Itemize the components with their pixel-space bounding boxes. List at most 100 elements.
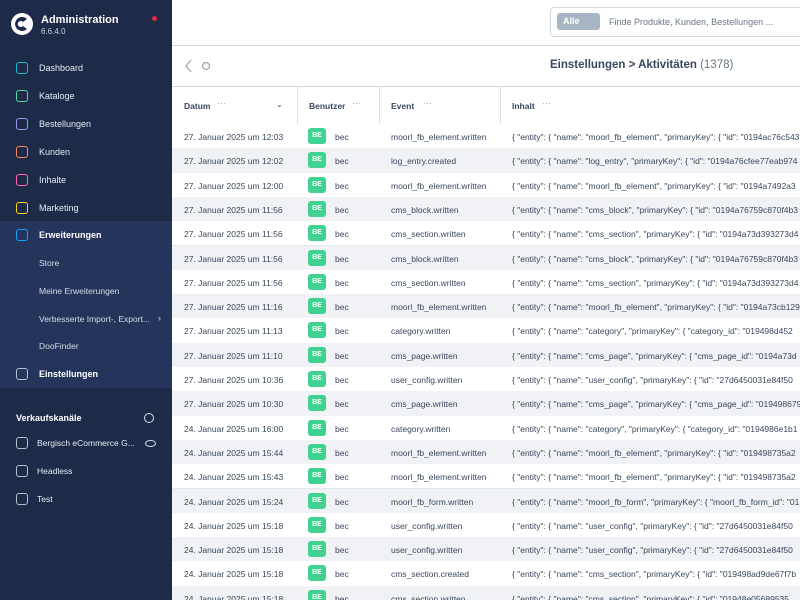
column-header[interactable]: Benutzer [309, 101, 346, 111]
sales-channel[interactable]: Bergisch eCommerce G... [37, 438, 135, 448]
cell-content: { "entity": { "name": "cms_section", "pr… [512, 569, 797, 580]
cell-user: bec [335, 180, 349, 191]
sort-icon[interactable]: ⌄ [276, 100, 283, 109]
table-row[interactable] [172, 221, 800, 247]
menu-icon [16, 202, 28, 214]
menu-item[interactable]: Erweiterungen [39, 230, 102, 240]
user-badge: BE [308, 249, 326, 266]
search-box[interactable] [550, 7, 800, 37]
cell-date: 27. Januar 2025 um 11:56 [184, 253, 283, 264]
user-badge: BE [308, 419, 326, 436]
search-placeholder: Finde Produkte, Kunden, Bestellungen ... [609, 17, 774, 27]
table-row[interactable] [172, 512, 800, 539]
table-header [172, 87, 800, 125]
menu-item[interactable]: Marketing [39, 203, 79, 213]
cell-event: cms_block.written [391, 204, 459, 215]
cell-content: { "entity": { "name": "user_config", "pr… [512, 520, 793, 531]
submenu-item[interactable]: Verbesserte Import-, Export... [39, 314, 151, 324]
user-badge: BE [308, 589, 326, 600]
page-header: Einstellungen > Aktivitäten (1378) [172, 46, 800, 87]
submenu-item[interactable]: Meine Erweiterungen [39, 286, 120, 296]
cell-user: bec [335, 253, 349, 264]
cell-content: { "entity": { "name": "moorl_fb_element"… [512, 132, 800, 142]
user-badge: BE [308, 152, 326, 169]
cell-event: category.written [391, 326, 451, 337]
cell-user: bec [335, 229, 349, 240]
user-badge: BE [308, 225, 326, 242]
logo [11, 13, 33, 35]
cell-event: moorl_fb_element.written [391, 132, 487, 142]
table-row[interactable] [172, 196, 800, 223]
app-name: Administration [41, 14, 119, 26]
section-title: Verkaufskanäle [16, 413, 82, 423]
menu-item[interactable]: Kataloge [39, 91, 75, 101]
add-icon[interactable] [144, 413, 154, 423]
cell-date: 27. Januar 2025 um 11:13 [184, 326, 283, 337]
active-group [0, 221, 172, 388]
cell-user: bec [335, 496, 349, 507]
table-row[interactable] [172, 488, 800, 514]
cell-user: bec [335, 399, 349, 410]
table: Datum ··· Benutzer ··· Event ··· Inhalt ··· ⌄ 27.… [172, 87, 800, 600]
menu-item[interactable]: Einstellungen [39, 369, 99, 379]
page-title: Einstellungen > Aktivitäten (1378) [550, 59, 733, 71]
cell-user: bec [335, 277, 349, 288]
cell-event: moorl_fb_element.written [391, 302, 487, 313]
app-version: 6.6.4.0 [41, 27, 66, 36]
cell-date: 27. Januar 2025 um 12:02 [184, 156, 284, 167]
search-filter[interactable]: Alle [557, 13, 600, 30]
sales-channel[interactable]: Test [37, 494, 53, 504]
menu-icon [16, 62, 28, 74]
cell-content: { "entity": { "name": "user_config", "pr… [512, 545, 793, 556]
column-menu[interactable]: ··· [217, 98, 226, 108]
user-badge: BE [308, 443, 326, 460]
column-menu[interactable]: ··· [423, 98, 432, 108]
column-menu[interactable]: ··· [352, 98, 361, 108]
user-badge: BE [308, 371, 326, 387]
cell-event: moorl_fb_element.written [391, 180, 487, 191]
menu-item[interactable]: Bestellungen [39, 119, 92, 129]
menu-item[interactable]: Inhalte [39, 175, 67, 185]
user-badge: BE [308, 516, 326, 533]
cell-content: { "entity": { "name": "cms_section", "pr… [512, 593, 790, 600]
table-row[interactable] [172, 318, 800, 344]
cell-user: bec [335, 423, 349, 434]
cell-date: 27. Januar 2025 um 11:16 [184, 302, 283, 313]
cell-event: cms_section.written [391, 229, 466, 240]
menu-icon [16, 90, 28, 102]
status-dot [152, 16, 157, 21]
column-header[interactable]: Inhalt [512, 101, 535, 111]
menu-icon [16, 146, 28, 158]
cell-content: { "entity": { "name": "cms_block", "prim… [512, 253, 798, 264]
sales-channel[interactable]: Headless [37, 466, 73, 476]
column-header[interactable]: Datum [184, 101, 211, 111]
cell-event: log_entry.created [391, 156, 457, 167]
menu-icon [16, 229, 28, 241]
column-header[interactable]: Event [391, 101, 415, 111]
menu-icon [16, 493, 28, 505]
cell-content: { "entity": { "name": "cms_section", "pr… [512, 277, 799, 288]
cell-user: bec [335, 593, 349, 600]
table-row[interactable] [172, 342, 800, 368]
column-menu[interactable]: ··· [542, 98, 551, 108]
cell-content: { "entity": { "name": "cms_page", "prima… [512, 350, 797, 361]
cell-user: bec [335, 350, 349, 361]
menu-icon [16, 465, 28, 477]
user-badge: BE [308, 128, 326, 144]
menu-item[interactable]: Kunden [39, 147, 71, 157]
cell-date: 27. Januar 2025 um 10:30 [184, 399, 284, 410]
submenu-item[interactable]: DooFinder [39, 341, 79, 351]
user-badge: BE [308, 565, 326, 582]
header-icons[interactable] [184, 59, 214, 73]
cell-event: cms_page.written [391, 350, 458, 361]
cell-user: bec [335, 520, 349, 531]
table-row[interactable] [172, 367, 800, 393]
cell-content: { "entity": { "name": "cms_page", "prima… [512, 399, 800, 410]
submenu-item[interactable]: Store [39, 258, 60, 268]
cell-user: bec [335, 132, 349, 142]
table-row[interactable] [172, 585, 800, 600]
user-badge: BE [308, 176, 326, 193]
cell-event: user_config.written [391, 520, 463, 531]
menu-item[interactable]: Dashboard [39, 63, 84, 73]
table-row[interactable] [172, 439, 800, 466]
